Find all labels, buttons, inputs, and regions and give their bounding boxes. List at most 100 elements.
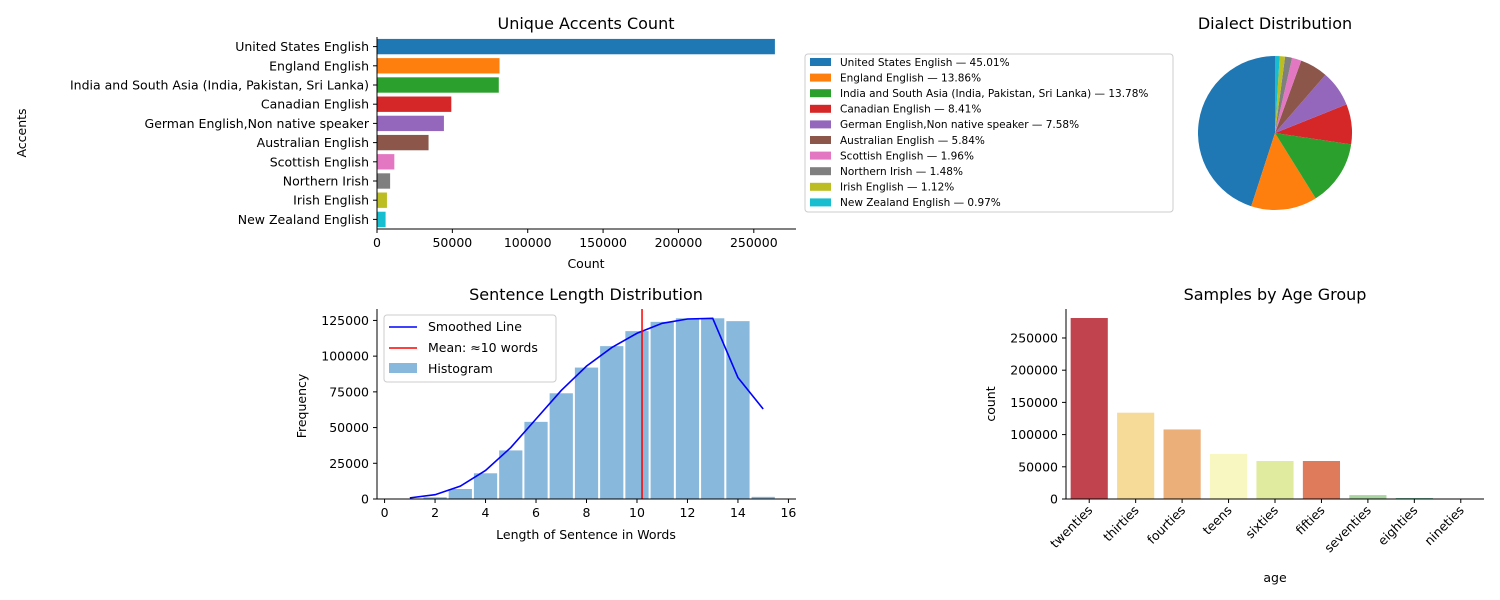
accents-title: Unique Accents Count — [498, 14, 675, 33]
accent-tick-label: New Zealand English — [238, 212, 369, 227]
age-tick-label: nineties — [1421, 503, 1467, 549]
accent-bar-northern-irish — [377, 173, 391, 189]
sentence-title: Sentence Length Distribution — [469, 285, 703, 304]
histogram-bar — [448, 489, 472, 499]
accent-tick-label: Scottish English — [270, 154, 369, 169]
accent-bar-new-zealand-english — [377, 211, 386, 228]
age-tick-label: sixties — [1242, 503, 1281, 542]
frequency-tick-label: 50000 — [329, 420, 369, 435]
age-bar-fifties — [1302, 461, 1341, 499]
legend-swatch-england-english — [810, 73, 831, 82]
accents-x-ticks: 0 50000 100000 150000 200000 250000 — [373, 229, 778, 250]
count-tick-label: 50000 — [1018, 459, 1058, 474]
dialect-slices — [1197, 56, 1353, 211]
accents-x-label: Count — [567, 256, 604, 271]
age-bar-teens — [1209, 453, 1248, 499]
age-y-ticks: 0 50000 100000 150000 200000 250000 — [1010, 330, 1066, 507]
histogram-bar — [499, 450, 523, 499]
sentence-x-ticks: 0 2 4 6 8 10 12 14 16 — [381, 499, 796, 520]
frequency-tick-label: 0 — [361, 492, 369, 507]
dialect-title: Dialect Distribution — [1198, 14, 1352, 33]
frequency-tick-label: 25000 — [329, 456, 369, 471]
histogram-bar — [650, 321, 674, 499]
histogram-bar — [473, 473, 498, 499]
sentence-y-label: Frequency — [294, 373, 309, 438]
smoothed-line — [409, 317, 764, 499]
age-x-label: age — [1263, 570, 1287, 585]
pie-slice-australian-english — [1275, 60, 1326, 133]
legend-mean-label: Mean: ≈10 words — [428, 340, 538, 355]
count-tick-label: 50000 — [432, 235, 472, 250]
pie-slice-canadian-english — [1275, 104, 1353, 145]
legend-label: New Zealand English — 0.97% — [840, 197, 1001, 209]
sentence-legend: Smoothed Line Mean: ≈10 words Histogram — [383, 314, 557, 383]
histogram-bar — [625, 331, 649, 499]
age-bar-chart: Samples by Age Group 0 50000 100000 150000 2… — [983, 285, 1484, 585]
accent-bar-united-states-english — [377, 38, 775, 55]
accent-tick-label: England English — [269, 58, 369, 73]
histogram-bar — [549, 393, 573, 499]
pie-slice-irish-english — [1275, 56, 1286, 133]
age-title: Samples by Age Group — [1184, 285, 1367, 304]
legend-swatch-australian-english — [810, 136, 831, 144]
accent-bar-irish-english — [377, 192, 387, 208]
sentence-histogram-bars — [398, 318, 775, 499]
legend-swatch-irish-english — [810, 182, 831, 191]
dialect-legend: United States English — 45.01% England En… — [810, 57, 1148, 209]
count-tick-label: 200000 — [655, 235, 703, 250]
age-bar-fourties — [1163, 429, 1201, 499]
pie-slice-england-english — [1251, 133, 1316, 211]
frequency-tick-label: 100000 — [321, 349, 369, 364]
histogram-bar — [423, 497, 447, 499]
age-tick-label: seventies — [1321, 503, 1374, 556]
legend-label: Canadian English — 8.41% — [840, 104, 981, 116]
frequency-tick-label: 125000 — [321, 313, 369, 328]
count-tick-label: 0 — [373, 235, 381, 250]
legend-histogram-label: Histogram — [428, 361, 493, 376]
histogram-bar — [600, 346, 624, 499]
histogram-bar — [751, 496, 775, 499]
pie-slice-german-english-non-native-speaker — [1275, 74, 1347, 133]
age-bar-thirties — [1117, 412, 1155, 499]
pie-slice-scottish-english — [1275, 57, 1302, 133]
age-x-ticks: twenties thirties fourties teens sixties fift… — [1047, 499, 1467, 555]
legend-label: England English — 13.86% — [840, 72, 981, 84]
count-tick-label: 150000 — [579, 235, 627, 250]
age-y-label: count — [983, 386, 998, 421]
dialect-legend-frame — [804, 53, 1174, 213]
sentence-y-ticks: 0 25000 50000 75000 100000 125000 — [321, 313, 377, 507]
length-tick-label: 8 — [583, 505, 591, 520]
pie-slice-united-states-english — [1197, 56, 1275, 207]
pie-slice-india-and-south-asia-india-pakistan-sri-lanka — [1275, 133, 1352, 199]
length-tick-label: 16 — [780, 505, 796, 520]
accents-y-ticks: United States English England English Indi… — [70, 39, 377, 227]
count-tick-label: 150000 — [1010, 395, 1058, 410]
sentence-length-chart: Sentence Length Distribution 0 25000 50000… — [294, 285, 796, 542]
accent-bar-australian-english — [377, 134, 429, 151]
accent-tick-label: India and South Asia (India, Pakistan, S… — [70, 78, 369, 93]
length-tick-label: 10 — [629, 505, 645, 520]
count-tick-label: 200000 — [1010, 363, 1058, 378]
sentence-legend-frame — [383, 314, 557, 383]
age-tick-label: twenties — [1047, 503, 1095, 551]
length-tick-label: 12 — [680, 505, 696, 520]
frequency-tick-label: 75000 — [329, 384, 369, 399]
accents-y-label: Accents — [14, 108, 29, 157]
length-tick-label: 4 — [482, 505, 490, 520]
legend-swatch-german-english-non-native-speaker — [810, 120, 831, 129]
length-tick-label: 6 — [532, 505, 540, 520]
accent-tick-label: United States English — [235, 39, 369, 54]
legend-label: Australian English — 5.84% — [840, 135, 985, 147]
legend-label: United States English — 45.01% — [840, 57, 1010, 69]
histogram-bar — [574, 367, 599, 499]
length-tick-label: 2 — [431, 505, 439, 520]
dialect-pie-chart: Dialect Distribution United States Engli… — [804, 14, 1353, 213]
histogram-bar — [524, 421, 548, 499]
accent-tick-label: Irish English — [293, 193, 369, 208]
histogram-bar — [675, 318, 700, 499]
age-tick-label: thirties — [1100, 503, 1142, 545]
count-tick-label: 250000 — [1010, 330, 1058, 345]
age-tick-label: eighties — [1375, 503, 1421, 549]
legend-label: Irish English — 1.12% — [840, 182, 954, 194]
